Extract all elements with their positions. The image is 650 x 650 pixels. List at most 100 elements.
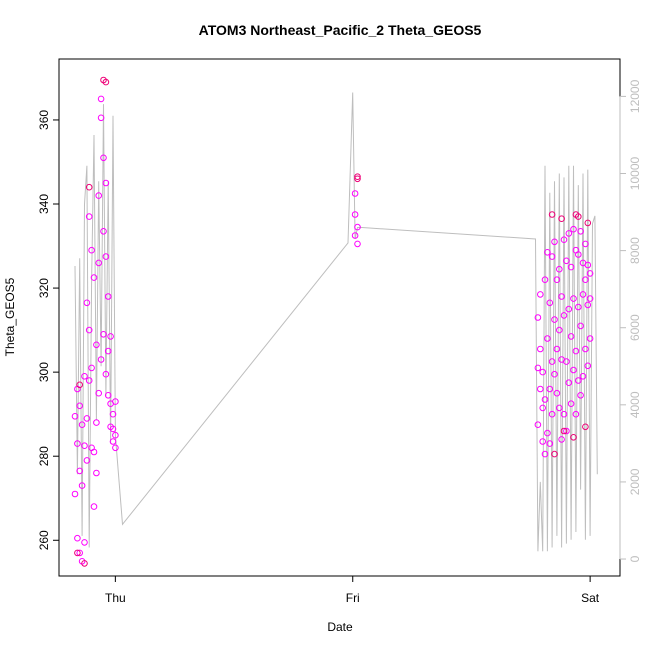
data-point <box>582 240 589 248</box>
data-point <box>539 368 547 376</box>
y-tick-label: 260 <box>37 530 51 550</box>
data-point <box>570 434 577 441</box>
y2-tick-label: 2000 <box>628 468 642 495</box>
data-point <box>76 467 83 475</box>
data-point <box>354 240 361 248</box>
data-point <box>88 246 95 254</box>
data-point <box>107 333 114 340</box>
data-point <box>556 326 563 334</box>
data-point <box>354 223 361 231</box>
data-point <box>354 175 361 183</box>
data-point <box>544 335 551 342</box>
data-point <box>112 431 119 439</box>
y2-tick-label: 12000 <box>628 79 642 113</box>
data-point <box>83 415 91 422</box>
data-point <box>74 534 81 542</box>
data-point <box>537 291 544 298</box>
data-point <box>539 438 547 445</box>
data-point <box>83 457 91 464</box>
data-point <box>570 295 577 302</box>
data-point <box>563 257 570 265</box>
data-point <box>85 326 93 334</box>
data-point <box>97 356 105 363</box>
data-point <box>579 373 587 380</box>
data-point <box>95 192 102 199</box>
data-point <box>560 236 568 243</box>
data-point <box>534 364 542 372</box>
y-axis-label: Theta_GEOS5 <box>3 277 17 356</box>
data-point <box>109 410 117 418</box>
data-point <box>104 347 112 355</box>
data-point <box>579 291 587 298</box>
data-point <box>553 389 561 397</box>
data-point <box>109 425 117 433</box>
data-point <box>71 490 79 498</box>
data-point <box>553 345 561 353</box>
data-point <box>548 358 556 365</box>
data-point <box>563 427 570 435</box>
data-point <box>586 335 594 342</box>
data-point <box>565 379 573 387</box>
data-point <box>74 440 81 447</box>
data-point <box>551 370 558 378</box>
data-point <box>354 173 361 180</box>
data-point <box>71 413 79 420</box>
data-point <box>81 560 88 567</box>
data-point <box>78 421 86 429</box>
data-point <box>551 316 558 323</box>
y2-tick-label: 8000 <box>628 237 642 264</box>
data-point <box>85 377 93 384</box>
data-point <box>100 331 107 338</box>
data-point <box>102 78 110 86</box>
data-point <box>534 314 542 321</box>
data-point <box>572 347 580 355</box>
data-point <box>551 450 558 458</box>
data-point <box>90 503 98 510</box>
data-point <box>558 436 565 443</box>
data-point <box>560 410 568 418</box>
data-point <box>100 154 107 162</box>
y2-tick-label: 10000 <box>628 156 642 190</box>
data-point <box>563 358 570 365</box>
data-point <box>548 253 556 260</box>
data-point <box>575 251 582 258</box>
data-point <box>582 345 589 353</box>
data-point <box>81 373 88 380</box>
data-point <box>584 362 592 370</box>
data-point <box>97 114 105 122</box>
data-point <box>584 261 592 269</box>
data-point <box>586 270 594 277</box>
data-point <box>104 293 112 300</box>
data-point <box>104 392 112 399</box>
data-point <box>534 421 542 429</box>
data-point <box>102 179 110 187</box>
data-point <box>90 448 98 456</box>
y-tick-label: 360 <box>37 110 51 130</box>
data-point <box>584 219 592 227</box>
data-point <box>567 333 575 340</box>
data-point <box>556 404 563 412</box>
data-point <box>112 398 119 405</box>
y-tick-label: 340 <box>37 194 51 214</box>
chart-title: ATOM3 Northeast_Pacific_2 Theta_GEOS5 <box>199 22 482 38</box>
data-point <box>100 228 107 235</box>
data-point <box>541 396 549 403</box>
data-point <box>78 482 86 489</box>
axes-layer: 260 280 300 320 340 360 0 2000 4000 6000 8000 10000… <box>37 79 642 605</box>
data-point <box>93 469 100 477</box>
data-point <box>76 549 83 557</box>
data-point <box>577 392 584 399</box>
data-point <box>548 410 556 418</box>
data-point <box>567 400 575 408</box>
data-point <box>546 385 554 393</box>
x-tick-label: Fri <box>346 591 360 605</box>
data-point <box>575 213 582 220</box>
data-point <box>102 253 110 260</box>
data-point <box>582 423 589 431</box>
data-point <box>93 341 100 349</box>
data-point <box>90 274 98 281</box>
data-point <box>572 410 580 418</box>
data-point <box>351 211 359 218</box>
data-point <box>95 389 102 397</box>
